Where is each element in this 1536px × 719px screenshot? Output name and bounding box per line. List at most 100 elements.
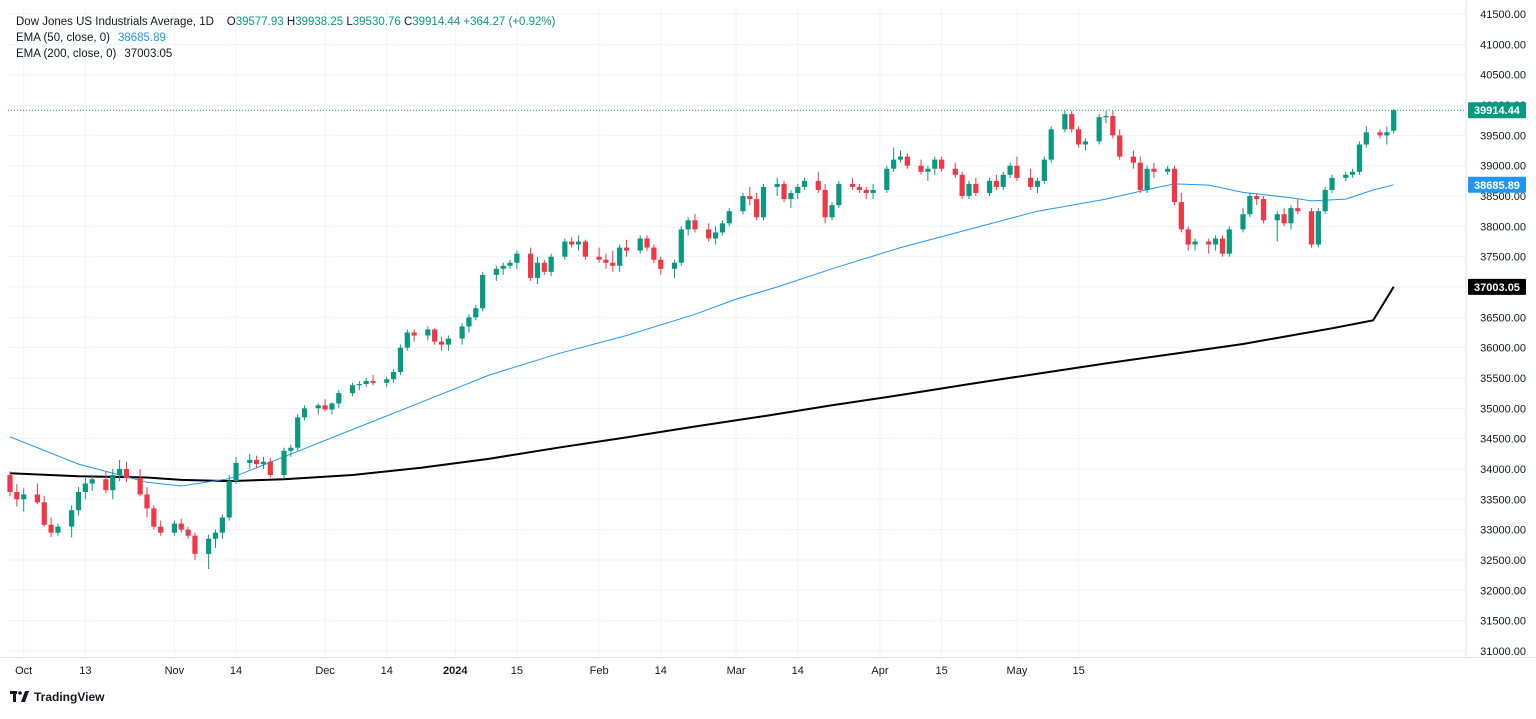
candle-body [747,196,753,200]
candle [233,456,239,485]
candle-body [1185,229,1191,245]
x-tick-label: Mar [727,665,746,677]
candle-body [685,220,691,230]
x-tick-label: Oct [15,665,32,677]
candle [500,262,506,275]
candle-body [795,186,801,193]
candle-body [473,308,479,318]
candle [747,186,753,206]
candle [192,532,198,560]
candle [788,189,794,209]
candle-body [623,247,630,251]
candle [1062,111,1068,133]
candle-body [651,247,657,260]
candle-body [1137,162,1143,190]
candle-body [48,524,54,533]
candle [1219,235,1226,257]
candle-body [151,508,157,527]
ema200-line-layer [9,286,1395,483]
candle-body [1254,196,1260,200]
candle-body [939,159,945,169]
candle-body [82,483,88,493]
candle [1069,111,1075,133]
x-tick-label: May [1007,665,1028,677]
candle-body [1028,177,1034,187]
ema50-line [9,183,1394,487]
candle [993,174,999,190]
candle [891,147,897,172]
candle-body [1247,196,1253,215]
candle-body [384,379,390,383]
candle-body [103,479,109,491]
candle-body [1048,129,1054,160]
candle-body [575,241,582,245]
candle [836,180,842,209]
candle-body [849,183,856,187]
candle-body [75,492,82,511]
candle [582,239,588,260]
candle-body [404,332,410,348]
candle [295,414,301,451]
candle-body [1219,238,1226,254]
candle-body [7,475,13,493]
candle [315,403,321,415]
candle-body [397,347,404,372]
candle [1171,165,1178,206]
candle [1110,111,1116,139]
candle-body [1171,168,1178,203]
candle-body [952,168,958,175]
candle-body [1226,229,1232,254]
candle [932,156,938,175]
candle [918,159,924,175]
candle [1213,235,1219,251]
candle-body [870,189,876,193]
last-price-badge: 39914.44 [1468,102,1526,119]
candle-body [1377,132,1383,136]
candle [185,526,191,539]
candle [1082,138,1089,151]
candle-body [438,341,445,345]
candle [596,247,602,263]
candle [1048,126,1054,163]
candle [1185,226,1191,251]
tradingview-logo[interactable]: TradingView [10,690,104,704]
candle [48,517,54,537]
candle-body [548,256,554,272]
candle [829,202,835,221]
y-tick-label: 39500.00 [1480,130,1526,142]
candle [117,459,123,482]
candle-body [918,165,924,172]
x-axis[interactable]: Oct 13 Nov 14 Dec 14 2024 15 Feb 14 Mar 14 Apr 15 May 1… [15,665,1085,677]
y-tick-label: 34000.00 [1480,464,1526,476]
candle-body [863,189,869,193]
grid-layer [0,0,1536,658]
candle [226,475,232,521]
candle-body [1178,202,1184,230]
candle-body [391,371,397,380]
candle [1350,168,1356,178]
candle [548,253,554,277]
y-tick-label: 38500.00 [1480,191,1526,203]
candle [151,505,157,530]
candle-body [822,189,828,218]
last-price-badge-bg [1468,102,1526,119]
candle [795,183,801,200]
candle [1254,192,1260,206]
candle-body [425,329,431,336]
candle [534,256,541,284]
candle-body [959,174,965,197]
candle [178,518,184,533]
candle [1363,126,1369,148]
y-tick-label: 38000.00 [1480,221,1526,233]
candle [137,468,143,497]
y-tick-label: 37500.00 [1480,252,1526,264]
candle [1391,108,1397,134]
candle [966,180,972,200]
candle-body [1041,159,1047,181]
candle [754,192,760,221]
x-tick-label: 15 [511,665,523,677]
candle-body [267,461,273,476]
candle-body [1096,117,1102,142]
